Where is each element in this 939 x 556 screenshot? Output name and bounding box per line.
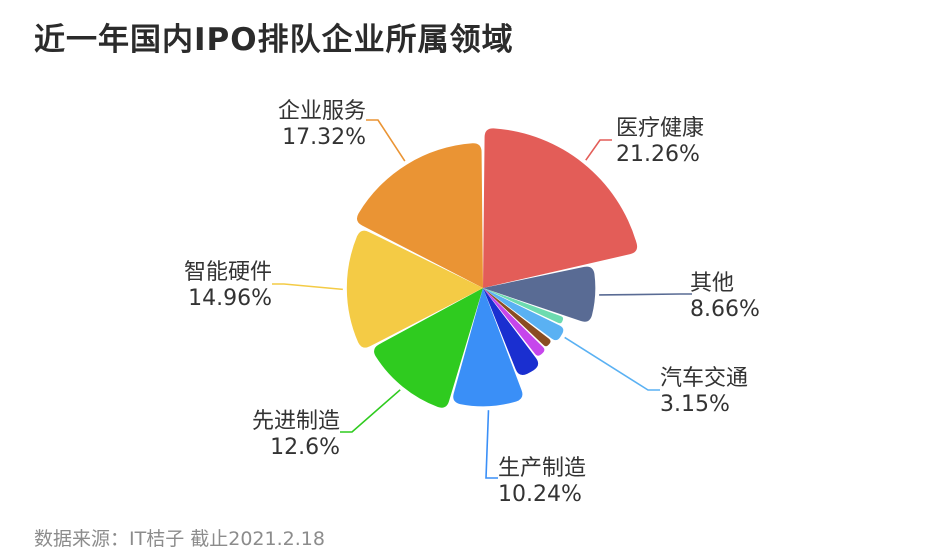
slice-name-label: 汽车交通 [660,366,748,391]
label-leaders [272,119,692,479]
slice-10 [356,143,483,288]
slice-name-label: 生产制造 [498,456,586,481]
slice-name-label: 企业服务 [278,99,366,124]
slice-8 [374,288,483,408]
chart-title: 近一年国内IPO排队企业所属领域 [34,22,514,58]
slice-name-label: 其他 [690,271,734,296]
slice-value-label: 10.24% [498,482,582,507]
slice-value-label: 14.96% [188,286,272,311]
slice-name-label: 医疗健康 [616,116,704,141]
slice-5 [483,288,545,356]
slice-value-label: 17.32% [282,125,366,150]
slice-value-label: 21.26% [616,142,700,167]
data-source: 数据来源：IT桔子 截止2021.2.18 [34,528,325,550]
leader-line-8 [340,389,401,433]
slice-3 [483,288,564,341]
slice-value-label: 8.66% [690,297,760,322]
slice-9 [346,230,483,348]
slice-1 [483,266,596,322]
slice-6 [483,288,539,376]
slice-name-label: 智能硬件 [184,260,272,285]
slice-value-label: 12.6% [270,435,340,460]
slice-value-label: 3.15% [660,392,730,417]
leader-line-0 [585,139,612,161]
slice-0 [483,128,638,288]
leader-line-3 [564,336,660,391]
slice-name-label: 先进制造 [252,409,340,434]
leader-line-7 [485,410,498,479]
slice-7 [453,288,523,407]
slice-4 [483,288,551,347]
leader-line-1 [599,293,692,296]
leader-line-9 [272,283,343,291]
slice-2 [483,288,564,324]
chart-slices [346,128,638,408]
leader-line-10 [366,119,406,162]
